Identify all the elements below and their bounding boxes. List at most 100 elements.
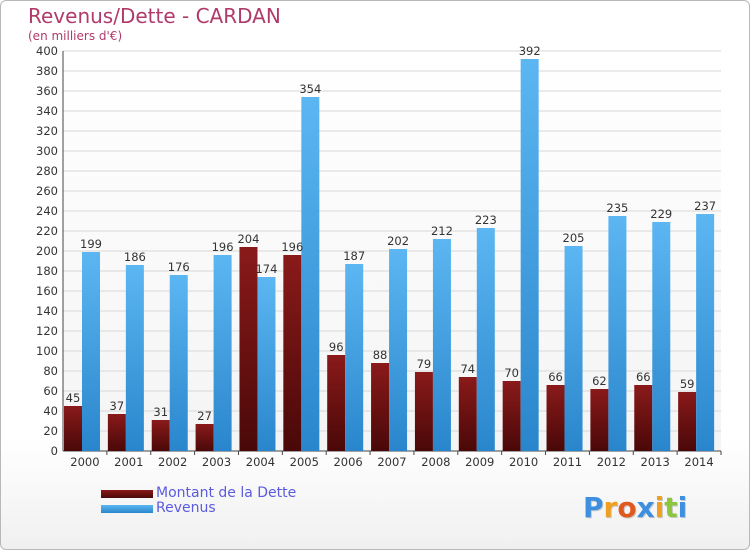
chart-subtitle: (en milliers d'€) [28,29,123,43]
bar-revenus [520,59,539,451]
bars [64,59,715,451]
bar-revenus [696,214,715,451]
proxiti-logo: Proxiti [583,491,687,524]
y-tick-label: 160 [36,284,58,298]
bar-debt [634,385,653,451]
data-label-debt: 37 [110,399,125,413]
y-tick-label: 60 [43,384,58,398]
axes: 0 20 40 60 80 100 120 140 160 180 200 220 240 260 280 3… [36,44,722,469]
logo-letter: o [617,491,637,524]
data-label-debt: 74 [460,362,475,376]
x-tick-label: 2014 [684,455,713,469]
data-label-debt: 66 [636,370,651,384]
y-tick-label: 100 [36,344,58,358]
x-tick-label: 2002 [158,455,187,469]
x-tick-label: 2000 [70,455,99,469]
data-label-revenus: 174 [255,262,277,276]
bar-revenus [125,265,144,451]
data-labels: 4519937186311762719620417419635496187882… [66,44,716,423]
bar-revenus [564,246,583,451]
legend-label-debt: Montant de la Dette [156,485,297,501]
x-tick-label: 2012 [597,455,626,469]
x-tick-label: 2005 [290,455,319,469]
data-label-debt: 62 [592,374,607,388]
bar-debt [239,247,258,451]
bar-revenus [345,264,364,451]
x-tick-label: 2007 [377,455,406,469]
x-tick-label: 2011 [553,455,582,469]
data-label-debt: 96 [329,340,344,354]
y-tick-label: 80 [43,364,58,378]
logo-letter: r [603,491,618,524]
bar-debt [195,424,214,451]
data-label-debt: 45 [66,391,81,405]
data-label-revenus: 202 [387,234,409,248]
bar-debt [458,377,477,451]
y-tick-label: 360 [36,84,58,98]
x-tick-label: 2010 [509,455,538,469]
x-tick-label: 2006 [333,455,362,469]
y-tick-label: 180 [36,264,58,278]
x-tick-label: 2004 [246,455,275,469]
bar-debt [64,406,82,451]
y-tick-label: 320 [36,124,58,138]
logo-letter: t [664,491,678,524]
data-label-debt: 204 [237,232,259,246]
data-label-revenus: 186 [124,250,146,264]
y-tick-label: 0 [51,444,58,458]
bar-debt [283,255,302,451]
logo-letter: i [677,491,688,524]
bar-debt [151,420,170,451]
bar-revenus [652,222,671,451]
x-tick-label: 2009 [465,455,494,469]
y-tick-label: 260 [36,184,58,198]
logo-letter: i [654,491,665,524]
bar-revenus [257,277,276,451]
data-label-revenus: 187 [343,249,365,263]
x-tick-label: 2003 [202,455,231,469]
bar-revenus [301,97,320,451]
y-tick-label: 340 [36,104,58,118]
data-label-revenus: 354 [299,82,321,96]
data-label-debt: 27 [197,409,212,423]
bar-revenus [82,252,100,451]
y-tick-label: 240 [36,204,58,218]
data-label-debt: 31 [153,405,168,419]
chart-title: Revenus/Dette - CARDAN [28,4,281,28]
y-tick-label: 20 [43,424,58,438]
bar-debt [327,355,346,451]
data-label-debt: 66 [548,370,563,384]
y-tick-label: 380 [36,64,58,78]
data-label-debt: 79 [417,357,432,371]
y-tick-label: 140 [36,304,58,318]
legend-swatch-revenus [101,505,153,513]
bar-revenus [432,239,451,451]
bar-debt [678,392,697,451]
data-label-revenus: 235 [606,201,628,215]
data-label-revenus: 392 [519,44,541,58]
x-tick-label: 2008 [421,455,450,469]
data-label-revenus: 199 [80,237,102,251]
data-label-revenus: 196 [212,240,234,254]
data-label-revenus: 176 [168,260,190,274]
data-label-debt: 88 [373,348,388,362]
data-label-revenus: 212 [431,224,453,238]
y-tick-label: 40 [43,404,58,418]
y-tick-label: 200 [36,244,58,258]
legend-label-revenus: Revenus [156,500,216,516]
x-tick-label: 2013 [641,455,670,469]
y-tick-label: 120 [36,324,58,338]
data-label-revenus: 223 [475,213,497,227]
data-label-debt: 70 [504,366,519,380]
logo-letter: x [636,491,655,524]
y-tick-label: 280 [36,164,58,178]
x-tick-label: 2001 [114,455,143,469]
bar-revenus [389,249,408,451]
y-tick-label: 300 [36,144,58,158]
data-label-revenus: 205 [563,231,585,245]
data-label-revenus: 229 [650,207,672,221]
data-label-debt: 196 [281,240,303,254]
bar-debt [546,385,565,451]
